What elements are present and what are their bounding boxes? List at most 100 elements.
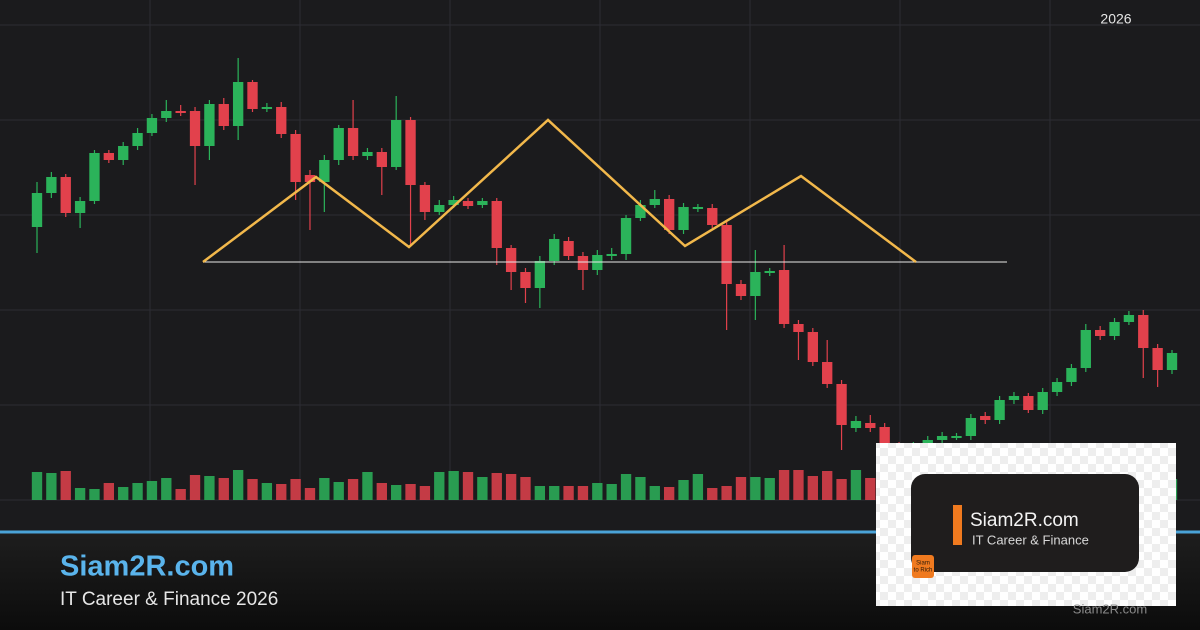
candle-body [778, 270, 790, 324]
candle-body [549, 239, 560, 261]
candle-body [405, 120, 416, 185]
candle-body [505, 248, 517, 272]
volume-bar [692, 474, 704, 500]
candle-body [347, 128, 359, 156]
candle-body [132, 133, 143, 146]
volume-bar [175, 489, 186, 500]
candle-body [1080, 330, 1091, 368]
volume-bar [304, 488, 316, 500]
volume-bar [333, 482, 344, 500]
volume-bar [477, 477, 488, 500]
candle-body [692, 207, 704, 209]
candle-body [606, 254, 617, 256]
candle-layer [31, 58, 1178, 460]
candle-body [189, 111, 201, 146]
volume-bar [462, 472, 474, 500]
candle-body [1051, 382, 1063, 392]
volume-bar [218, 478, 229, 500]
volume-bar [721, 486, 732, 500]
logo-icon [912, 555, 934, 578]
candle-body [175, 111, 186, 113]
volume-bar [319, 478, 330, 500]
candle-body [491, 201, 502, 248]
volume-bar [505, 474, 517, 500]
candle-body [419, 185, 431, 212]
volume-bar [161, 478, 172, 500]
volume-bar [261, 483, 273, 500]
candle-body [922, 440, 933, 445]
candle-body [261, 107, 273, 109]
logo-card: Siam2R.com IT Career & Finance Siam to R… [876, 443, 1176, 606]
candle-body [1008, 396, 1020, 400]
logo-subtitle: IT Career & Finance [972, 532, 1089, 547]
logo-title: Siam2R.com [970, 510, 1079, 531]
volume-bar [750, 477, 761, 500]
candle-body [635, 205, 646, 218]
watermark: Siam2R.com [1073, 601, 1147, 616]
pattern-line [202, 118, 917, 264]
volume-bar [290, 479, 301, 500]
volume-bar [31, 472, 43, 500]
candle-body [980, 416, 991, 420]
candle-body [376, 152, 387, 167]
candle-body [1138, 315, 1149, 348]
volume-bar [778, 470, 790, 500]
candle-body [247, 82, 258, 109]
volume-bar [118, 487, 129, 500]
volume-bar [577, 486, 589, 500]
logo-bar [953, 505, 962, 545]
candle-body [520, 272, 531, 288]
candle-body [865, 423, 876, 428]
volume-bar [405, 484, 416, 500]
candle-body [577, 256, 589, 270]
candle-body [333, 128, 344, 160]
candle-body [89, 153, 100, 201]
candle-body [965, 418, 977, 436]
volume-bar [649, 486, 660, 500]
candle-body [707, 208, 718, 225]
volume-bar [89, 489, 100, 500]
logo-icon-text: to Rich [914, 568, 933, 574]
volume-bar [46, 473, 57, 500]
candle-body [391, 120, 402, 167]
brand-title: Siam2R.com [60, 551, 234, 583]
candle-body [448, 200, 459, 205]
volume-bar [678, 480, 689, 500]
volume-bar [822, 471, 833, 500]
volume-bar [850, 470, 862, 500]
candle-body [204, 104, 215, 146]
candle-body [161, 111, 172, 118]
candle-body [232, 82, 244, 126]
candle-body [793, 324, 804, 332]
volume-bar [376, 483, 387, 500]
candle-body [822, 362, 833, 384]
candle-body [807, 332, 818, 362]
volume-bar [391, 485, 402, 500]
candle-body [1166, 353, 1178, 370]
candle-body [649, 199, 660, 205]
volume-bar [60, 471, 71, 500]
candle-body [563, 241, 574, 256]
candle-body [60, 177, 71, 213]
candle-body [46, 177, 57, 193]
volume-bar [865, 478, 876, 500]
candle-body [74, 201, 86, 213]
candle-body [477, 201, 488, 205]
candle-body [735, 284, 747, 296]
candle-body [362, 152, 373, 156]
volume-bar [707, 488, 718, 500]
year-label: 2026 [1100, 11, 1131, 27]
volume-bar [520, 477, 531, 500]
candle-body [620, 218, 632, 254]
volume-bar [735, 477, 747, 500]
candle-body [721, 225, 732, 284]
candle-body [146, 118, 158, 133]
volume-bar [592, 483, 603, 500]
candle-body [1066, 368, 1077, 382]
volume-bar [132, 483, 143, 500]
candle-body [951, 436, 962, 438]
candle-body [462, 201, 474, 206]
volume-bar [807, 476, 818, 500]
volume-bar [419, 486, 431, 500]
